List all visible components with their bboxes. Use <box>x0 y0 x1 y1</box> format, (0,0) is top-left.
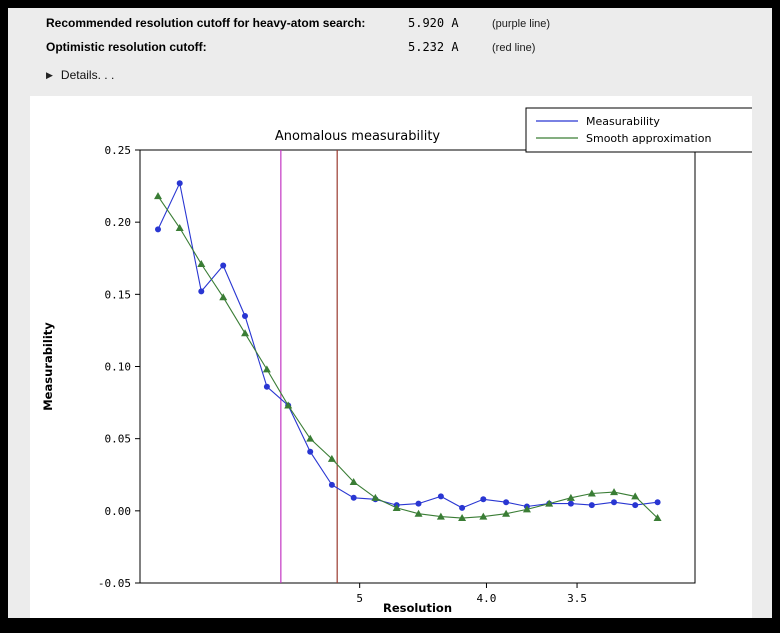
details-label: Details. . . <box>60 68 115 82</box>
series-marker-0 <box>242 313 248 319</box>
series-marker-1 <box>154 192 163 200</box>
optimistic-cutoff-value: 5.232 A <box>408 40 459 54</box>
series-line-1 <box>157 195 658 519</box>
series-marker-1 <box>306 434 315 442</box>
disclosure-triangle-icon: ▶ <box>46 69 53 80</box>
chart-title: Anomalous measurability <box>275 129 441 144</box>
series-marker-1 <box>479 512 488 520</box>
series-marker-0 <box>632 502 639 509</box>
series-marker-0 <box>480 496 487 503</box>
series-marker-1 <box>241 329 250 337</box>
legend-label-1: Smooth approximation <box>586 132 711 145</box>
recommended-cutoff-value: 5.920 A <box>408 16 459 30</box>
series-marker-1 <box>502 509 511 517</box>
series-marker-1 <box>587 489 596 497</box>
series-marker-0 <box>220 262 227 269</box>
series-marker-1 <box>284 401 293 409</box>
y-tick-label: 0.05 <box>105 433 132 446</box>
series-marker-1 <box>262 365 271 373</box>
series-marker-0 <box>588 502 595 509</box>
optimistic-cutoff-note: (red line) <box>492 42 536 54</box>
series-marker-1 <box>371 493 380 501</box>
series-marker-0 <box>328 481 335 488</box>
details-toggle[interactable]: ▶ Details. . . <box>46 68 166 82</box>
y-tick-label: 0.00 <box>105 505 132 518</box>
series-marker-1 <box>522 505 531 513</box>
series-marker-1 <box>545 499 554 507</box>
series-marker-0 <box>263 383 270 390</box>
series-marker-0 <box>198 288 205 295</box>
y-tick-label: 0.20 <box>105 216 132 229</box>
resolution-cutoff-header: Recommended resolution cutoff for heavy-… <box>8 8 772 82</box>
recommended-cutoff-note: (purple line) <box>492 18 551 30</box>
x-tick-label: 4.0 <box>477 592 497 605</box>
recommended-cutoff-row: Recommended resolution cutoff for heavy-… <box>46 16 772 30</box>
series-marker-0 <box>415 500 422 507</box>
legend-label-0: Measurability <box>586 115 660 128</box>
series-marker-1 <box>392 503 401 511</box>
plot-area <box>139 149 696 584</box>
series-marker-0 <box>567 500 574 507</box>
series-marker-0 <box>155 226 161 233</box>
optimistic-cutoff-row: Optimistic resolution cutoff: 5.232 A (r… <box>46 40 772 54</box>
series-marker-1 <box>436 512 445 520</box>
y-tick-label: 0.10 <box>105 361 132 374</box>
series-marker-0 <box>176 180 183 187</box>
series-marker-0 <box>307 448 314 455</box>
series-marker-0 <box>459 504 466 511</box>
series-marker-1 <box>197 260 206 268</box>
series-marker-1 <box>610 488 619 496</box>
y-tick-label: 0.25 <box>105 144 132 157</box>
y-tick-label: 0.15 <box>105 288 132 301</box>
plot-canvas: 0.25 0.20 0.15 0.10 0.05 0.00 -0.05 5 4.0 3.5 Anom… <box>30 96 761 618</box>
series-marker-1 <box>349 477 358 485</box>
series-marker-0 <box>654 499 661 506</box>
recommended-cutoff-label: Recommended resolution cutoff for heavy-… <box>46 16 366 30</box>
optimistic-cutoff-label: Optimistic resolution cutoff: <box>46 40 207 54</box>
series-marker-0 <box>503 499 510 506</box>
anomalous-measurability-chart: 0.25 0.20 0.15 0.10 0.05 0.00 -0.05 5 4.0 3.5 Anom… <box>41 107 761 615</box>
series-marker-1 <box>175 223 184 231</box>
series-marker-1 <box>414 509 423 517</box>
app-window: Recommended resolution cutoff for heavy-… <box>8 8 772 618</box>
x-tick-label: 5 <box>356 592 363 605</box>
y-axis-label: Measurability <box>41 322 55 411</box>
x-axis-label: Resolution <box>383 601 452 615</box>
series-marker-1 <box>566 493 575 501</box>
y-tick-label: -0.05 <box>98 577 131 590</box>
legend-box <box>525 107 761 153</box>
series-marker-1 <box>653 514 662 522</box>
series-marker-1 <box>219 293 228 301</box>
series-marker-1 <box>458 514 467 522</box>
series-marker-1 <box>631 492 640 500</box>
series-marker-0 <box>437 493 444 500</box>
series-marker-0 <box>350 494 357 501</box>
series-line-0 <box>157 181 658 509</box>
x-tick-label: 3.5 <box>567 592 587 605</box>
series-marker-0 <box>611 499 617 506</box>
series-marker-1 <box>327 454 336 462</box>
